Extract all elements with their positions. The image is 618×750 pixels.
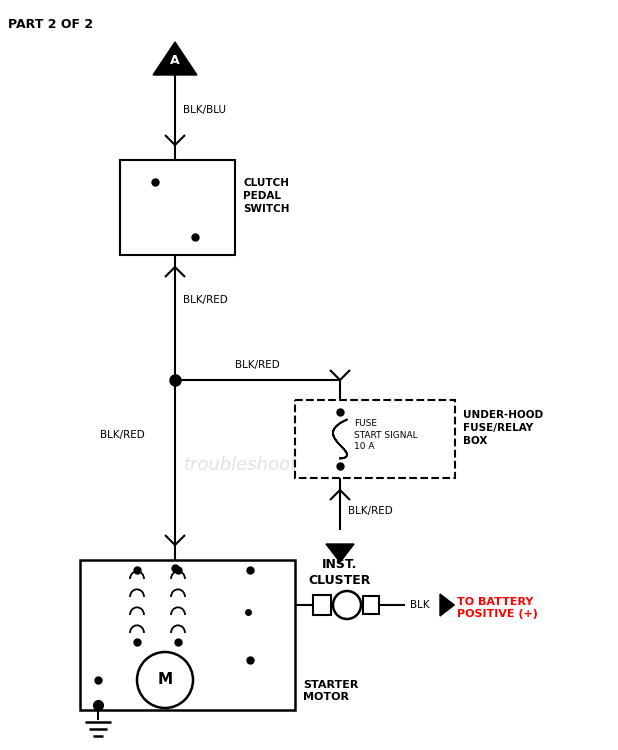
Bar bbox=[295, 400, 455, 478]
Bar bbox=[120, 160, 235, 255]
Bar bbox=[80, 560, 295, 710]
Text: BLK: BLK bbox=[410, 600, 430, 610]
Text: BLK/RED: BLK/RED bbox=[235, 360, 280, 370]
Text: BLK/BLU: BLK/BLU bbox=[183, 105, 226, 115]
Text: BLK/RED: BLK/RED bbox=[100, 430, 145, 440]
Text: BLK/RED: BLK/RED bbox=[183, 295, 228, 305]
Text: A: A bbox=[170, 54, 180, 68]
Bar bbox=[363, 596, 379, 614]
Text: M: M bbox=[158, 673, 172, 688]
Text: PART 2 OF 2: PART 2 OF 2 bbox=[8, 18, 93, 31]
Text: BLK/RED: BLK/RED bbox=[348, 506, 393, 516]
Text: INST.
CLUSTER: INST. CLUSTER bbox=[309, 558, 371, 587]
Text: FUSE
START SIGNAL
10 A: FUSE START SIGNAL 10 A bbox=[354, 419, 418, 451]
Text: TO BATTERY
POSITIVE (+): TO BATTERY POSITIVE (+) bbox=[457, 597, 538, 619]
Polygon shape bbox=[153, 42, 197, 75]
Text: troubleshootmyvehicle.com: troubleshootmyvehicle.com bbox=[184, 456, 434, 474]
Bar bbox=[313, 595, 331, 615]
Text: STARTER
MOTOR: STARTER MOTOR bbox=[303, 680, 358, 703]
Text: CLUTCH
PEDAL
SWITCH: CLUTCH PEDAL SWITCH bbox=[243, 178, 289, 214]
Text: UNDER-HOOD
FUSE/RELAY
BOX: UNDER-HOOD FUSE/RELAY BOX bbox=[463, 410, 543, 446]
Polygon shape bbox=[326, 544, 354, 562]
Polygon shape bbox=[440, 594, 454, 616]
